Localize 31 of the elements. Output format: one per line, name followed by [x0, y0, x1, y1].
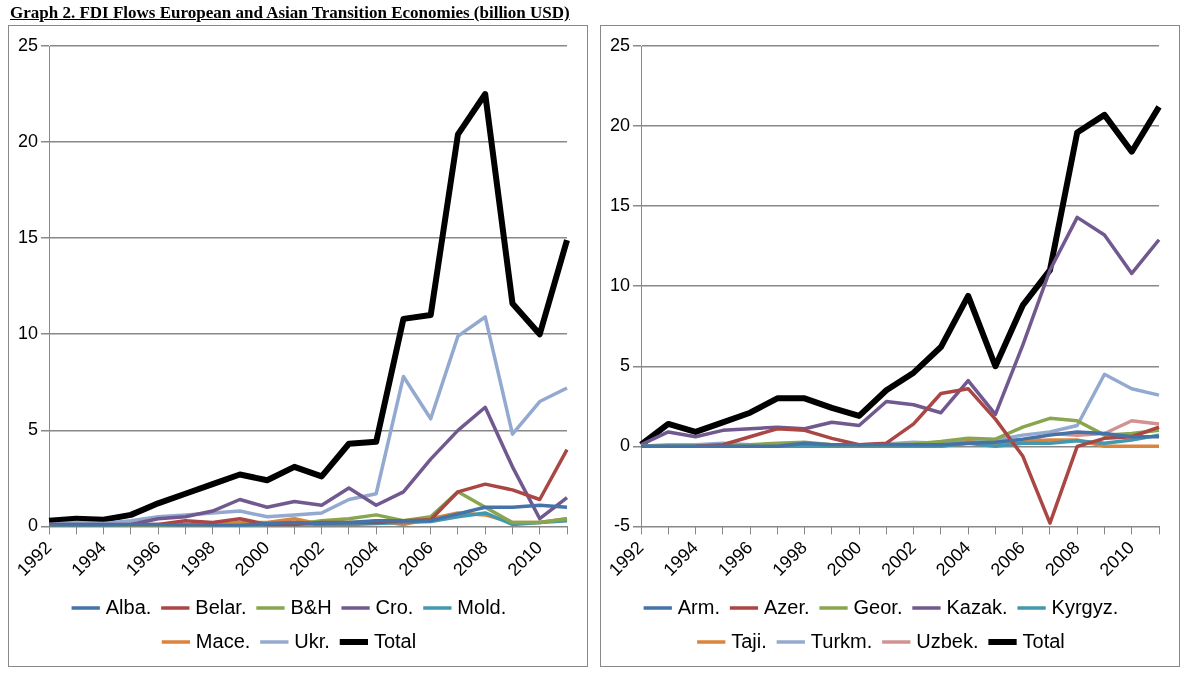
legend-label: Total	[1022, 629, 1065, 652]
legend-label: Kyrgyz.	[1051, 595, 1119, 618]
legend-label: Taji.	[731, 629, 767, 652]
y-tick-label: -5	[614, 515, 631, 536]
legend-label: Turkm.	[810, 629, 873, 652]
legend-label: Mace.	[195, 629, 251, 652]
legend-label: Uzbek.	[916, 629, 979, 652]
y-tick-label: 0	[620, 435, 631, 456]
legend-label: Kazak.	[946, 595, 1008, 618]
legend-label: Cro.	[375, 595, 414, 618]
y-tick-label: 25	[609, 34, 631, 55]
y-tick-label: 15	[17, 227, 39, 248]
legend-label: Belar.	[195, 595, 247, 618]
y-tick-label: 10	[609, 275, 631, 296]
legend-label: B&H	[290, 595, 332, 618]
legend-label: Mold.	[457, 595, 507, 618]
y-tick-label: 10	[17, 323, 39, 344]
y-tick-label: 5	[620, 355, 631, 376]
legend-label: Geor.	[853, 595, 903, 618]
y-tick-label: 20	[17, 131, 39, 152]
legend-label: Azer.	[763, 595, 810, 618]
chart-title: Graph 2. FDI Flows European and Asian Transition Economies (billion USD)	[9, 2, 571, 24]
legend-label: Total	[373, 629, 417, 652]
y-tick-label: 5	[28, 419, 39, 440]
y-tick-label: 20	[609, 115, 631, 136]
legend-label: Arm.	[677, 595, 720, 618]
legend-label: Alba.	[105, 595, 152, 618]
y-tick-label: 15	[609, 195, 631, 216]
legend-label: Ukr.	[294, 629, 330, 652]
y-tick-label: 0	[28, 515, 39, 536]
y-tick-label: 25	[17, 34, 39, 55]
